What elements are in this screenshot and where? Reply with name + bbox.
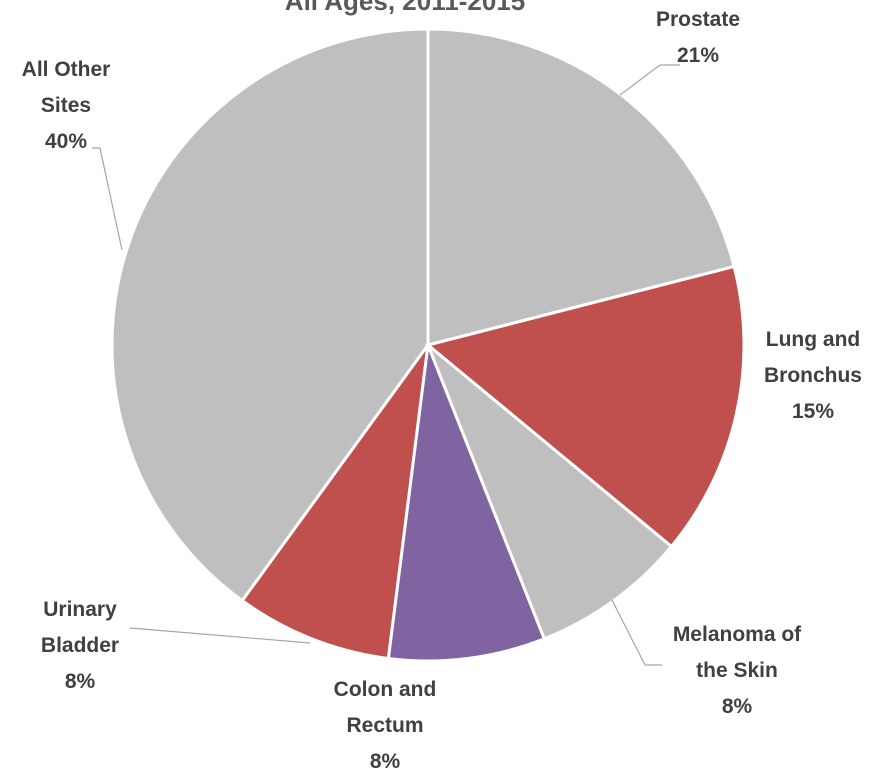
slice-label: Colon and Rectum 8% <box>320 672 450 772</box>
leader-line <box>92 147 123 251</box>
leader-line <box>129 627 311 644</box>
slice-label: Prostate 21% <box>638 2 758 74</box>
label-name: All Other Sites <box>21 58 111 117</box>
slice-label: All Other Sites 40% <box>6 52 126 160</box>
label-name: Lung and Bronchus <box>763 328 862 387</box>
pie-slice <box>426 343 674 641</box>
label-name: Melanoma of the Skin <box>672 623 802 682</box>
label-name: Urinary Bladder <box>40 598 120 657</box>
pie-slice <box>424 264 746 549</box>
label-value: 21% <box>676 44 720 67</box>
pie-slice <box>386 344 547 663</box>
label-value: 15% <box>791 400 835 423</box>
leader-line <box>611 599 662 666</box>
pie-slice <box>110 27 430 603</box>
slice-label: Lung and Bronchus 15% <box>751 322 875 430</box>
label-name: Colon and Rectum <box>333 678 437 737</box>
label-value: 8% <box>721 695 753 718</box>
leader-line <box>619 64 680 96</box>
label-name: Prostate <box>655 8 741 31</box>
label-value: 8% <box>64 670 96 693</box>
pie-slice <box>426 27 736 347</box>
slice-label: Melanoma of the Skin 8% <box>667 617 807 725</box>
label-value: 8% <box>369 750 401 772</box>
label-value: 40% <box>44 130 88 153</box>
pie-slice <box>240 344 430 661</box>
slice-label: Urinary Bladder 8% <box>25 592 135 700</box>
chart-title: All Ages, 2011-2015 <box>284 0 526 16</box>
